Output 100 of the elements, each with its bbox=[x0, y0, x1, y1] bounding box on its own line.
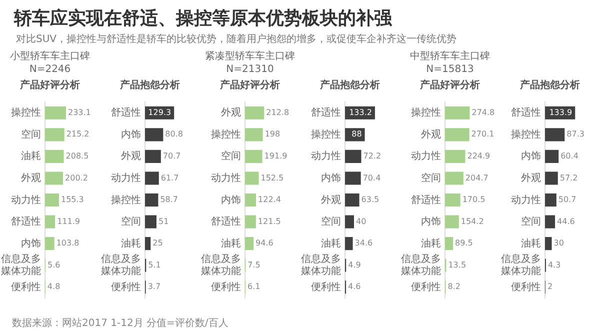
y-tick-label: 便利性 bbox=[411, 280, 441, 293]
bar bbox=[45, 106, 66, 120]
data-label: 60.4 bbox=[560, 152, 578, 161]
data-label: 61.7 bbox=[160, 173, 179, 182]
bar bbox=[345, 172, 361, 185]
data-label: 233.1 bbox=[68, 108, 91, 117]
bar bbox=[345, 237, 353, 250]
y-tick-label: 舒适性 bbox=[11, 216, 41, 228]
text: 轿车应实现在舒适、操控等原本优势板块的补强 bbox=[14, 7, 392, 30]
data-label: 3.7 bbox=[148, 282, 161, 292]
y-tick-label: 内饰 bbox=[521, 150, 541, 162]
y-tick-label: 外观 bbox=[321, 194, 341, 206]
y-tick-label: 信息及多媒体功能 bbox=[501, 253, 541, 278]
y-tick-label: 空间 bbox=[321, 216, 341, 228]
bar bbox=[245, 237, 254, 250]
bar bbox=[245, 172, 259, 185]
y-tick-label: 信息及多媒体功能 bbox=[401, 253, 441, 278]
data-label: 170.5 bbox=[462, 195, 486, 204]
data-label: 5.1 bbox=[148, 260, 161, 270]
y-tick-label: 油耗 bbox=[221, 237, 241, 250]
y-tick-label: 空间 bbox=[421, 172, 441, 184]
y-tick-label: 信息及多媒体功能 bbox=[201, 253, 241, 278]
bar bbox=[445, 237, 454, 250]
data-label: 7.5 bbox=[248, 260, 260, 270]
data-label: 121.5 bbox=[258, 216, 281, 226]
bar bbox=[245, 193, 256, 207]
y-tick-label: 动力性 bbox=[411, 150, 441, 162]
y-tick-label: 外观 bbox=[121, 151, 141, 162]
y-tick-label: 空间 bbox=[221, 150, 241, 162]
y-tick-label: 便利性 bbox=[111, 280, 141, 293]
bar bbox=[445, 150, 466, 163]
data-label: 270.1 bbox=[471, 130, 494, 139]
data-label: 274.8 bbox=[472, 108, 495, 117]
chart-title: 小型轿车车主口碑 bbox=[9, 50, 91, 63]
bar bbox=[145, 128, 164, 142]
data-label: 4.8 bbox=[47, 282, 60, 292]
y-tick-label: 便利性 bbox=[11, 280, 41, 293]
bar bbox=[145, 193, 158, 207]
data-label: 122.4 bbox=[258, 195, 281, 204]
data-label: 80.8 bbox=[165, 130, 183, 139]
chart-title: 产品抱怨分析 bbox=[319, 78, 381, 92]
bar bbox=[145, 237, 151, 250]
bar bbox=[545, 193, 556, 207]
data-label: 103.8 bbox=[56, 238, 80, 248]
data-label: 44.6 bbox=[557, 216, 575, 226]
bar bbox=[545, 150, 559, 163]
chart-title: 产品抱怨分析 bbox=[519, 78, 581, 92]
data-label: 50.7 bbox=[558, 195, 576, 204]
chart-title: 紧凑型轿车车主口碑 bbox=[204, 50, 296, 63]
bar bbox=[545, 237, 552, 250]
data-label: 191.9 bbox=[264, 152, 288, 161]
data-label: 89.5 bbox=[455, 238, 473, 248]
data-label: 2 bbox=[547, 282, 553, 292]
bar bbox=[345, 150, 362, 163]
data-label: 34.6 bbox=[354, 238, 373, 248]
data-label: 212.8 bbox=[266, 108, 290, 117]
y-tick-label: 操控性 bbox=[311, 128, 341, 140]
data-label: 155.3 bbox=[60, 195, 84, 204]
data-label: 72.2 bbox=[363, 152, 382, 161]
y-tick-label: 便利性 bbox=[311, 280, 341, 293]
bar bbox=[545, 215, 556, 228]
text: 产品好评分析 bbox=[219, 78, 281, 92]
bar bbox=[45, 193, 59, 207]
bar bbox=[145, 215, 156, 228]
data-label: 133.2 bbox=[349, 108, 372, 117]
data-label: 30 bbox=[554, 238, 564, 248]
bar bbox=[345, 193, 360, 207]
y-tick-label: 舒适性 bbox=[311, 106, 341, 119]
y-tick-label: 油耗 bbox=[421, 237, 441, 250]
bar bbox=[245, 150, 262, 163]
y-tick-label: 内饰 bbox=[321, 172, 341, 184]
y-tick-label: 动力性 bbox=[511, 194, 541, 206]
y-tick-label: 外观 bbox=[221, 108, 241, 119]
y-tick-label: 外观 bbox=[421, 129, 441, 140]
y-tick-label: 信息及多媒体功能 bbox=[301, 253, 341, 278]
bar bbox=[45, 150, 64, 163]
y-tick-label: 动力性 bbox=[111, 172, 141, 184]
data-label: 154.2 bbox=[460, 216, 484, 226]
y-tick-label: 舒适性 bbox=[511, 106, 541, 119]
bar bbox=[545, 172, 558, 185]
y-tick-label: 外观 bbox=[521, 172, 541, 184]
bar bbox=[45, 172, 64, 185]
y-tick-label: 操控性 bbox=[511, 128, 541, 140]
y-tick-label: 空间 bbox=[121, 216, 141, 228]
data-label: 8.2 bbox=[448, 282, 460, 292]
y-tick-label: 便利性 bbox=[511, 280, 541, 293]
bar bbox=[445, 172, 464, 185]
text: 产品好评分析 bbox=[19, 78, 81, 92]
text: 产品好评分析 bbox=[419, 78, 481, 92]
data-label: 4.6 bbox=[348, 282, 361, 292]
bar bbox=[145, 150, 161, 163]
bar bbox=[45, 237, 54, 250]
bar bbox=[445, 215, 459, 228]
y-tick-label: 油耗 bbox=[521, 237, 541, 250]
data-label: 152.5 bbox=[260, 173, 284, 182]
y-tick-label: 动力性 bbox=[211, 172, 241, 184]
bar bbox=[145, 172, 159, 185]
bar bbox=[445, 106, 470, 120]
data-label: 87.3 bbox=[566, 130, 584, 139]
data-label: 88 bbox=[352, 130, 362, 139]
